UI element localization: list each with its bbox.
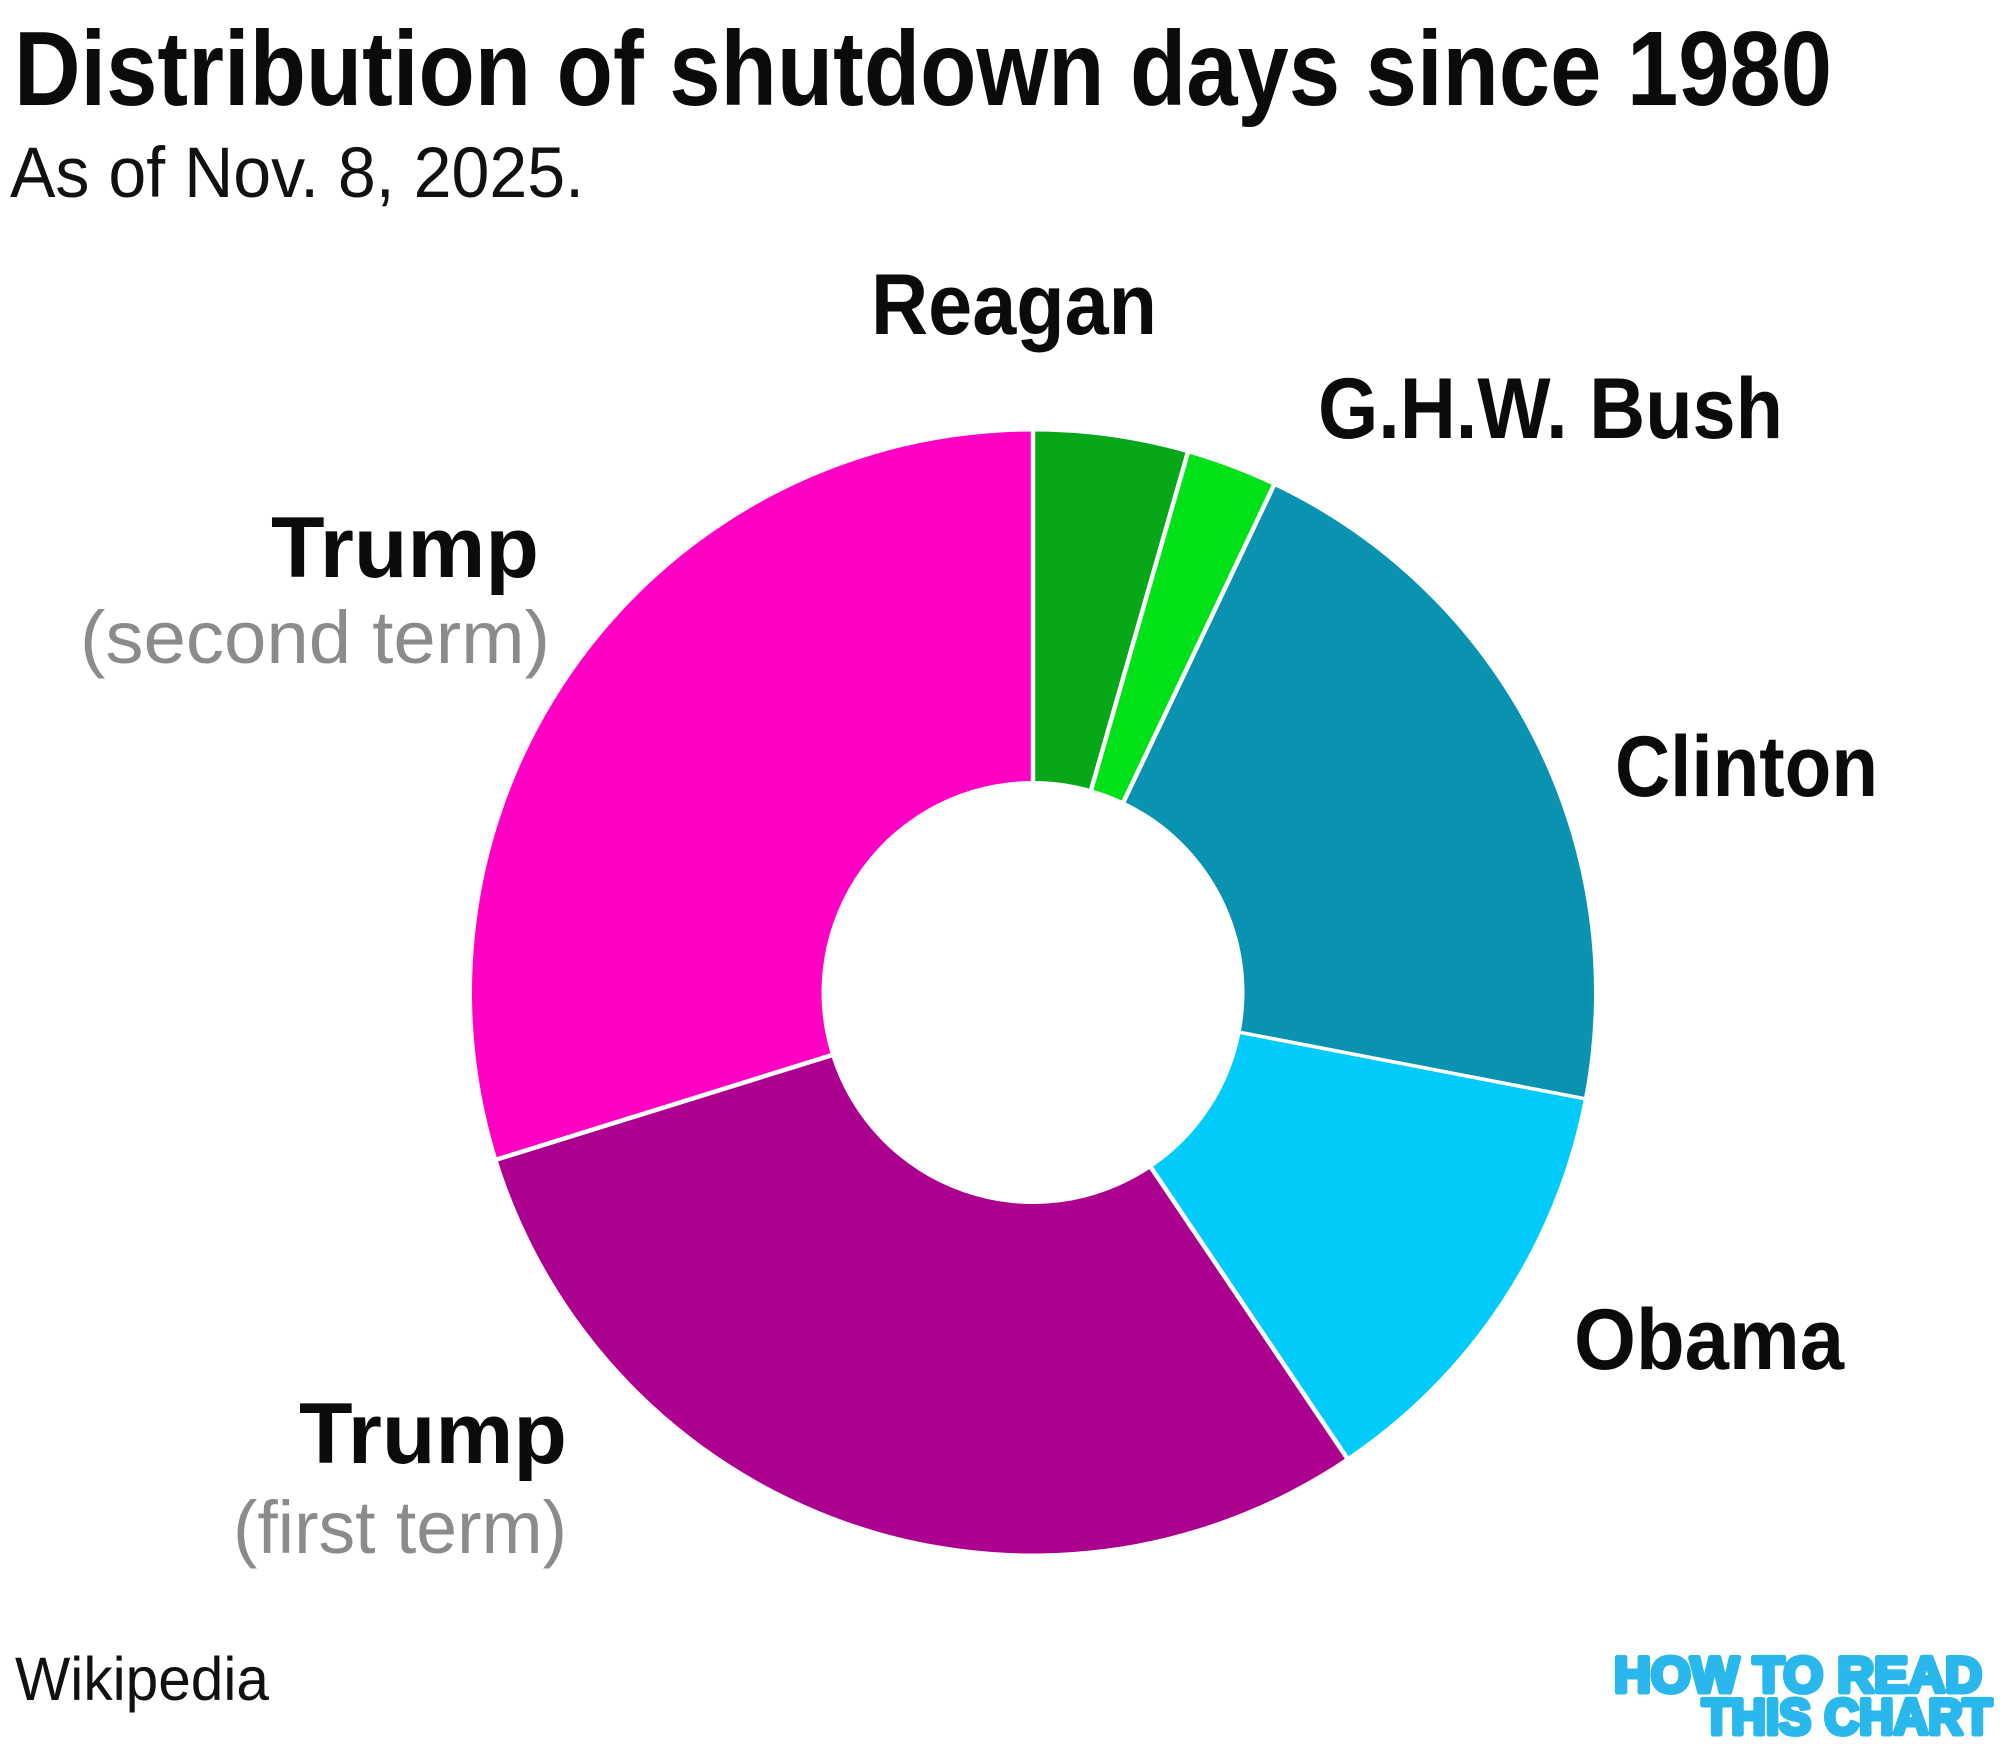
- svg-text:Trump: Trump: [299, 1386, 567, 1482]
- svg-text:Wikipedia: Wikipedia: [15, 1645, 269, 1713]
- svg-text:G.H.W. Bush: G.H.W. Bush: [1318, 361, 1783, 457]
- svg-text:As of Nov. 8, 2025.: As of Nov. 8, 2025.: [10, 134, 584, 213]
- svg-text:Distribution of shutdown days: Distribution of shutdown days since 1980: [14, 10, 1832, 128]
- svg-text:Clinton: Clinton: [1615, 719, 1878, 815]
- svg-text:Obama: Obama: [1574, 1292, 1845, 1388]
- svg-text:(second term): (second term): [80, 596, 550, 679]
- svg-text:THIS CHART: THIS CHART: [1702, 1689, 1992, 1745]
- svg-text:(first term): (first term): [233, 1486, 567, 1569]
- svg-text:Reagan: Reagan: [871, 257, 1157, 353]
- svg-text:Trump: Trump: [271, 500, 539, 596]
- svg-text:HOW TO READ: HOW TO READ: [1614, 1647, 1982, 1703]
